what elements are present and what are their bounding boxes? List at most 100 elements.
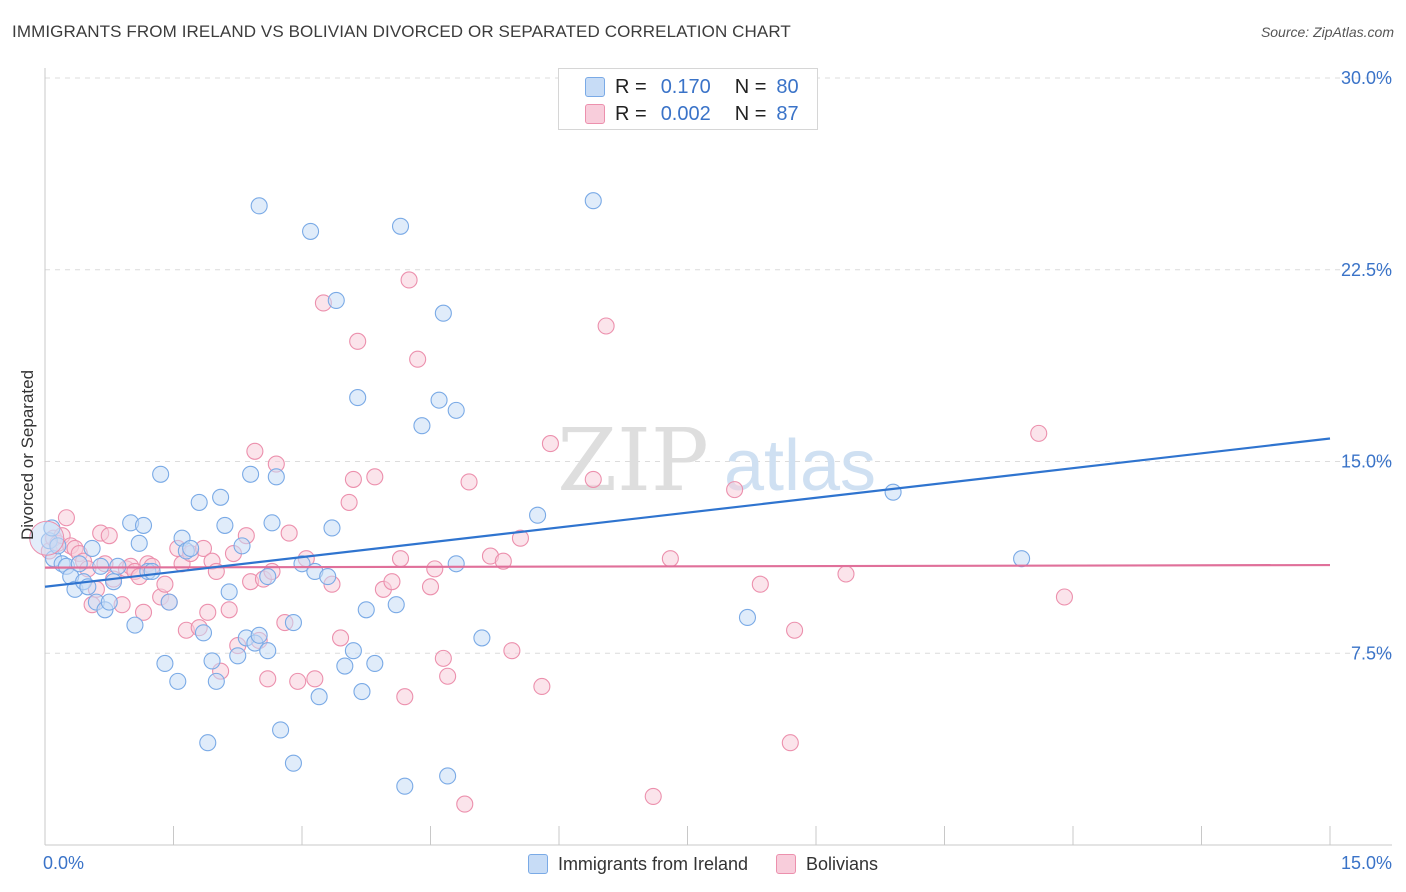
point-ireland xyxy=(738,608,757,627)
point-ireland xyxy=(130,534,148,552)
point-ireland xyxy=(83,539,101,557)
point-bolivians xyxy=(259,670,277,688)
point-ireland xyxy=(233,537,251,555)
point-bolivians xyxy=(439,667,457,685)
point-ireland xyxy=(100,593,118,611)
point-ireland xyxy=(302,222,320,240)
point-bolivians xyxy=(134,603,153,621)
legend-r-label: R = xyxy=(615,102,647,125)
point-ireland xyxy=(387,596,405,614)
point-ireland xyxy=(259,642,277,660)
point-ireland xyxy=(434,304,452,322)
point-ireland xyxy=(430,391,448,409)
point-bolivians xyxy=(421,578,440,596)
watermark: ZIP atlas xyxy=(557,411,876,511)
legend-r-value: 0.170 xyxy=(660,75,711,98)
point-bolivians xyxy=(246,442,264,460)
point-ireland xyxy=(104,573,123,591)
series-ireland-points xyxy=(29,192,1031,795)
point-ireland xyxy=(391,217,410,235)
point-ireland xyxy=(884,483,902,501)
correlation-legend: R = 0.170 N = 80 R = 0.002 N = 87 xyxy=(558,68,818,130)
point-bolivians xyxy=(344,470,362,488)
point-bolivians xyxy=(533,677,551,696)
point-bolivians xyxy=(220,601,238,619)
legend-r-value: 0.002 xyxy=(660,102,711,125)
point-bolivians xyxy=(400,271,418,289)
point-bolivians xyxy=(156,575,174,593)
legend-row-bolivians: R = 0.002 N = 87 xyxy=(585,101,799,127)
point-bolivians xyxy=(786,621,804,639)
y-tick-label: 22.5% xyxy=(1341,260,1392,280)
point-bolivians xyxy=(57,509,75,527)
point-ireland xyxy=(473,629,491,647)
point-bolivians xyxy=(837,565,855,583)
point-ireland xyxy=(447,555,465,573)
point-ireland xyxy=(216,516,234,534)
point-bolivians xyxy=(726,481,744,499)
point-bolivians xyxy=(460,473,478,491)
legend-row-ireland: R = 0.170 N = 80 xyxy=(585,74,799,100)
trend-line-bolivians xyxy=(44,563,1331,569)
point-ireland xyxy=(220,583,238,601)
point-ireland xyxy=(126,616,144,634)
point-bolivians xyxy=(409,350,427,368)
point-ireland xyxy=(272,721,290,739)
point-bolivians xyxy=(396,688,414,706)
watermark-zip: ZIP xyxy=(557,411,709,511)
legend-n-value: 80 xyxy=(776,75,799,98)
y-tick-label: 30.0% xyxy=(1341,68,1392,88)
point-bolivians xyxy=(503,642,521,660)
tick-labels: 7.5% 15.0% 22.5% 30.0% 0.0% 15.0% xyxy=(43,68,1392,873)
point-bolivians xyxy=(511,529,530,547)
point-ireland xyxy=(344,642,362,660)
point-bolivians xyxy=(100,527,118,545)
x-tick-label: 0.0% xyxy=(43,853,84,873)
point-bolivians xyxy=(349,332,367,350)
point-ireland xyxy=(353,683,371,701)
point-ireland xyxy=(109,557,127,575)
point-bolivians xyxy=(434,649,452,667)
trend-line-ireland xyxy=(44,437,1331,588)
legend-item-bolivians[interactable]: Bolivians xyxy=(776,854,878,875)
point-bolivians xyxy=(366,468,384,486)
point-ireland xyxy=(152,465,170,483)
point-bolivians xyxy=(781,734,799,752)
point-ireland xyxy=(169,672,187,690)
point-ireland xyxy=(242,465,260,483)
legend-swatch-ireland xyxy=(527,854,548,874)
point-ireland xyxy=(250,197,268,215)
point-ireland xyxy=(396,777,414,795)
legend-item-ireland[interactable]: Immigrants from Ireland xyxy=(527,853,748,875)
y-axis-label: Divorced or Separated xyxy=(18,370,37,540)
point-ireland xyxy=(327,291,345,309)
legend-swatch-bolivians xyxy=(776,854,796,874)
point-bolivians xyxy=(494,552,512,570)
point-ireland xyxy=(92,557,110,575)
source-attribution: Source: ZipAtlas.com xyxy=(1260,24,1394,40)
point-ireland xyxy=(447,401,465,419)
y-tick-label: 15.0% xyxy=(1341,452,1392,472)
point-bolivians xyxy=(383,573,401,591)
point-bolivians xyxy=(426,560,444,578)
point-bolivians xyxy=(584,470,602,488)
point-ireland xyxy=(182,539,200,557)
point-bolivians xyxy=(340,493,358,511)
point-ireland xyxy=(259,567,277,586)
point-ireland xyxy=(584,192,602,210)
legend-n-label: N = xyxy=(734,75,767,98)
point-ireland xyxy=(156,654,174,673)
point-bolivians xyxy=(644,787,662,805)
point-ireland xyxy=(336,657,354,675)
point-bolivians xyxy=(541,435,559,453)
point-ireland xyxy=(267,468,285,486)
point-bolivians xyxy=(751,575,769,593)
legend-swatch-ireland xyxy=(585,77,605,97)
point-ireland xyxy=(413,417,431,435)
point-ireland xyxy=(323,519,341,537)
point-ireland xyxy=(250,626,268,644)
trend-lines xyxy=(44,437,1331,588)
point-ireland xyxy=(70,555,88,573)
point-bolivians xyxy=(1055,588,1073,606)
legend-label-ireland: Immigrants from Ireland xyxy=(557,853,748,874)
